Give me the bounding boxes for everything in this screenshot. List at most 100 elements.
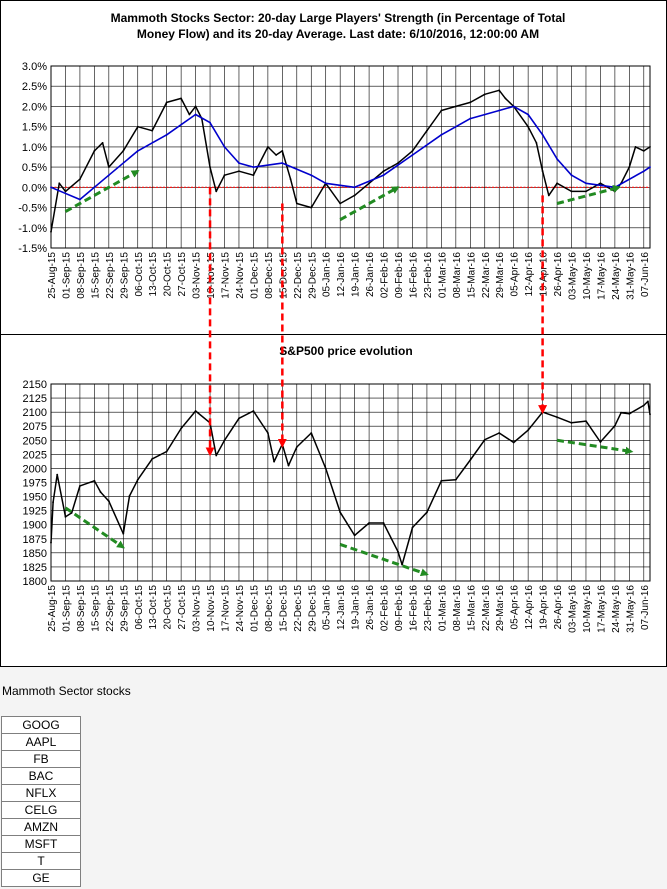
price-point — [585, 420, 587, 423]
x-tick-label: 08-Mar-16 — [452, 252, 463, 299]
x-tick-label: 26-Jan-16 — [365, 252, 376, 297]
average-point — [79, 198, 81, 201]
price-point — [469, 459, 472, 461]
strength-point — [353, 194, 356, 197]
price-point — [50, 541, 52, 544]
y-tick-label: 1900 — [23, 520, 47, 532]
price-point — [454, 478, 457, 481]
price-point — [440, 479, 443, 482]
price-point — [295, 446, 298, 448]
x-tick-label: 24-May-16 — [611, 252, 622, 300]
price-point — [238, 417, 240, 420]
strength-point — [194, 105, 197, 108]
strength-point — [469, 101, 472, 104]
price-point — [649, 413, 651, 416]
top-chart-title-line2: Money Flow) and its 20-day Average. Last… — [137, 27, 539, 41]
strength-point — [585, 190, 587, 193]
price-point — [353, 534, 356, 537]
y-tick-label: 1825 — [23, 562, 47, 574]
stock-symbol: AMZN — [1, 818, 81, 836]
price-point — [368, 522, 370, 524]
x-tick-label: 07-Jun-16 — [640, 252, 651, 297]
y-tick-label: 2125 — [23, 393, 47, 405]
y-tick-label: 1950 — [23, 492, 47, 504]
y-tick-label: 2050 — [23, 435, 47, 447]
top-chart-title-line1: Mammoth Stocks Sector: 20-day Large Play… — [111, 11, 566, 25]
y-tick-label: 2100 — [23, 407, 47, 419]
x-tick-label: 22-Mar-16 — [481, 585, 492, 632]
strength-point — [165, 101, 168, 104]
x-tick-label: 05-Jan-16 — [322, 585, 333, 630]
strength-point — [238, 170, 240, 173]
x-tick-label: 08-Mar-16 — [452, 585, 463, 632]
price-point — [180, 427, 183, 430]
strength-point — [541, 170, 544, 173]
strength-point — [122, 150, 125, 152]
strength-point — [223, 174, 226, 177]
average-point — [50, 186, 52, 189]
strength-point — [151, 129, 154, 132]
price-point — [570, 421, 573, 424]
strength-point — [180, 97, 183, 100]
x-tick-label: 03-Nov-15 — [192, 252, 203, 299]
strength-point — [310, 206, 313, 209]
trend-arrow — [64, 506, 125, 549]
x-tick-label: 29-Dec-15 — [307, 585, 318, 632]
x-tick-label: 22-Sep-15 — [105, 585, 116, 632]
marker-arrows — [205, 187, 548, 457]
price-point — [273, 460, 275, 463]
price-point — [281, 443, 284, 446]
x-tick-label: 10-Nov-15 — [206, 585, 217, 632]
price-point — [56, 473, 59, 476]
x-tick-label: 07-Jun-16 — [640, 585, 651, 630]
x-tick-label: 12-Jan-16 — [336, 585, 347, 630]
strength-point — [58, 182, 61, 185]
x-tick-label: 01-Mar-16 — [437, 585, 448, 632]
x-tick-label: 29-Sep-15 — [119, 585, 130, 632]
stock-symbol: GE — [1, 869, 81, 887]
price-point — [52, 501, 54, 504]
x-tick-label: 13-Oct-15 — [148, 585, 159, 630]
average-point — [469, 117, 472, 120]
x-tick-label: 10-Nov-15 — [206, 252, 217, 299]
price-point — [647, 400, 649, 403]
stock-table: GOOG AAPL FB BAC NFLX CELG AMZN MSFT T GE — [1, 716, 81, 887]
average-point — [440, 133, 443, 136]
y-tick-label: 1.0% — [22, 142, 47, 154]
x-tick-label: 24-Nov-15 — [235, 585, 246, 632]
y-tick-label: 2150 — [23, 379, 47, 391]
x-tick-label: 05-Apr-16 — [510, 585, 521, 630]
x-tick-label: 16-Feb-16 — [408, 252, 419, 299]
x-tick-label: 31-May-16 — [625, 252, 636, 300]
price-point — [223, 439, 226, 442]
price-point — [426, 511, 428, 514]
stock-row: CELG — [1, 801, 81, 819]
price-point — [99, 491, 102, 493]
x-tick-label: 03-Nov-15 — [192, 585, 203, 632]
x-tick-label: 01-Mar-16 — [437, 252, 448, 299]
stock-row: T — [1, 852, 81, 870]
x-tick-label: 05-Apr-16 — [510, 252, 521, 297]
x-tick-label: 15-Dec-15 — [278, 585, 289, 632]
x-tick-label: 08-Sep-15 — [76, 585, 87, 632]
strength-point — [504, 97, 507, 100]
price-point — [107, 500, 110, 502]
x-tick-label: 09-Feb-16 — [394, 252, 405, 299]
average-point — [223, 145, 226, 148]
x-tick-label: 27-Oct-15 — [177, 585, 188, 630]
strength-point — [556, 182, 558, 185]
x-tick-label: 10-May-16 — [582, 252, 593, 300]
strength-point — [107, 166, 110, 169]
average-line — [50, 105, 651, 201]
strength-point — [266, 145, 269, 148]
strength-point — [426, 129, 428, 132]
price-point — [64, 515, 67, 518]
strength-point — [634, 145, 637, 148]
strength-point — [440, 109, 443, 112]
x-tick-label: 05-Jan-16 — [322, 252, 333, 297]
average-point — [411, 154, 414, 156]
x-tick-label: 19-Apr-16 — [539, 585, 550, 630]
sector-panel: Mammoth Sector stocks GOOG AAPL FB BAC NFLX C… — [0, 667, 667, 889]
strength-point — [368, 182, 370, 185]
x-tick-label: 01-Sep-15 — [61, 252, 72, 299]
